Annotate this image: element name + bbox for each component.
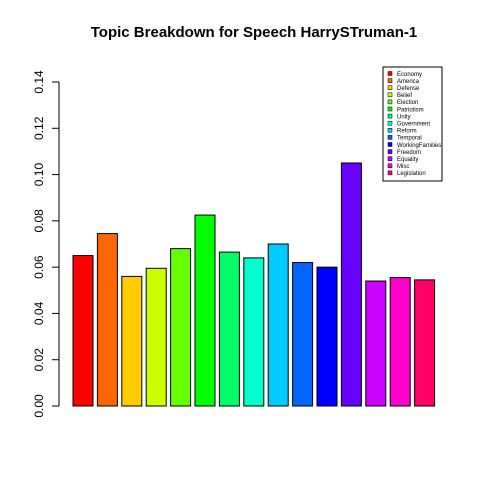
legend-swatch xyxy=(387,120,393,126)
bar-economy xyxy=(72,255,94,407)
legend-swatch xyxy=(387,163,393,169)
legend-label: Freedom xyxy=(397,150,421,156)
legend-label: Belief xyxy=(397,93,412,99)
bar-reform xyxy=(267,243,289,407)
bars xyxy=(72,162,436,407)
legend-label: Defense xyxy=(397,86,420,92)
y-tick-label: 0.14 xyxy=(32,70,46,94)
legend-swatch xyxy=(387,113,393,119)
legend-label: Unity xyxy=(397,114,411,120)
legend-label: Misc xyxy=(397,164,409,170)
legend-swatch xyxy=(387,85,393,90)
legend-swatch xyxy=(387,142,393,147)
legend-swatch xyxy=(387,128,393,133)
chart-title: Topic Breakdown for Speech HarrySTruman-… xyxy=(91,24,417,41)
bar-workingfamilies xyxy=(316,266,338,407)
legend: EconomyAmericaDefenseBeliefElectionPatri… xyxy=(382,66,443,182)
bar-legislation xyxy=(414,279,436,407)
legend-label: Government xyxy=(397,122,430,128)
bar-misc xyxy=(389,277,411,407)
bar-america xyxy=(96,233,118,407)
legend-swatch xyxy=(387,71,393,76)
legend-swatch xyxy=(387,99,393,105)
legend-label: Patriotism xyxy=(397,107,424,113)
legend-label: Economy xyxy=(397,72,422,78)
bar-patriotism xyxy=(194,214,216,407)
y-axis-ticks: 0.00 0.02 0.04 0.06 0.08 0.10 0.12 0.14 xyxy=(32,70,59,418)
y-tick-label: 0.02 xyxy=(32,348,46,372)
legend-swatch xyxy=(387,135,393,140)
legend-label: Legislation xyxy=(397,171,426,177)
y-tick-label: 0.10 xyxy=(32,163,46,187)
legend-box xyxy=(382,66,443,182)
y-tick-label: 0.08 xyxy=(32,209,46,233)
legend-label: Reform xyxy=(397,129,417,135)
legend-label: WorkingFamilies xyxy=(397,143,441,149)
legend-label: Equality xyxy=(397,157,418,163)
bar-defense xyxy=(121,275,143,407)
legend-swatch xyxy=(387,170,393,176)
y-tick-label: 0.04 xyxy=(32,301,46,325)
legend-label: Temporal xyxy=(397,136,422,142)
bar-belief xyxy=(145,267,167,407)
legend-swatch xyxy=(387,156,393,161)
legend-swatch xyxy=(387,106,393,112)
bar-election xyxy=(170,248,192,407)
legend-swatch xyxy=(387,149,393,154)
bar-temporal xyxy=(292,262,314,407)
bar-unity xyxy=(218,251,240,407)
bar-government xyxy=(243,257,265,407)
y-tick-label: 0.06 xyxy=(32,255,46,279)
y-tick-label: 0.00 xyxy=(32,394,46,418)
bar-equality xyxy=(365,280,387,407)
legend-label: Election xyxy=(397,100,418,106)
legend-label: America xyxy=(397,79,420,85)
bar-freedom xyxy=(340,162,362,407)
legend-swatch xyxy=(387,92,393,98)
y-tick-label: 0.12 xyxy=(32,116,46,140)
legend-swatch xyxy=(387,78,393,83)
